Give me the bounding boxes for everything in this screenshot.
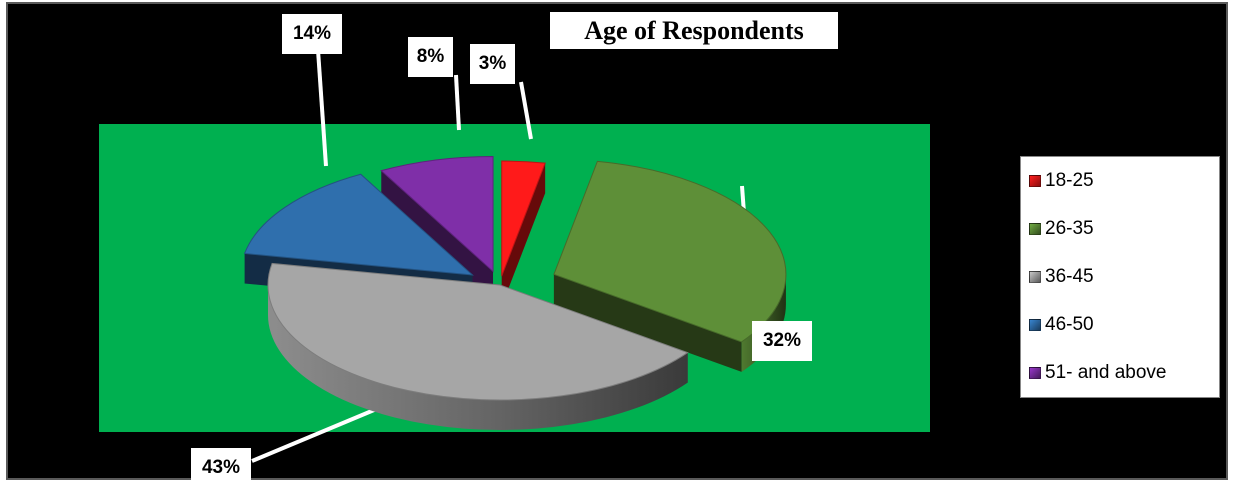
data-label: 8%: [408, 37, 453, 77]
slice-wall: [501, 163, 546, 307]
chart-legend: 18-25 26-35 36-45 46-50 51- and above: [1020, 156, 1220, 398]
slice-top: [501, 160, 546, 277]
data-label: 32%: [752, 321, 812, 361]
pie-slices: [243, 155, 787, 430]
pie-slice-18-25: [501, 160, 546, 307]
data-label: 3%: [470, 44, 515, 84]
slice-wall: [553, 274, 742, 372]
chart-title: Age of Respondents: [549, 11, 839, 50]
leader-line: [316, 49, 328, 167]
leader-line: [454, 74, 461, 131]
data-label: 14%: [282, 14, 342, 54]
pie-slice-26-35: [553, 160, 787, 372]
slice-top: [380, 155, 494, 273]
legend-item: 36-45: [1029, 265, 1094, 289]
data-label: 43%: [191, 448, 251, 488]
slice-top: [267, 262, 689, 401]
slice-top: [243, 173, 474, 276]
legend-item: 46-50: [1029, 313, 1094, 337]
legend-swatch: [1029, 175, 1041, 187]
leader-line: [519, 81, 533, 140]
legend-label: 46-50: [1045, 314, 1094, 335]
legend-swatch: [1029, 319, 1041, 331]
legend-swatch: [1029, 367, 1041, 379]
legend-label: 18-25: [1045, 170, 1094, 191]
leader-line: [251, 403, 387, 463]
legend-label: 36-45: [1045, 266, 1094, 287]
legend-label: 51- and above: [1045, 362, 1167, 383]
legend-label: 26-35: [1045, 218, 1094, 239]
slice-top: [553, 160, 787, 343]
slice-rim: [268, 285, 688, 430]
legend-item: 26-35: [1029, 217, 1094, 241]
legend-item: 51- and above: [1029, 361, 1167, 385]
pie-slice-36-45: [267, 262, 689, 430]
legend-swatch: [1029, 223, 1041, 235]
legend-item: 18-25: [1029, 169, 1094, 193]
legend-swatch: [1029, 271, 1041, 283]
